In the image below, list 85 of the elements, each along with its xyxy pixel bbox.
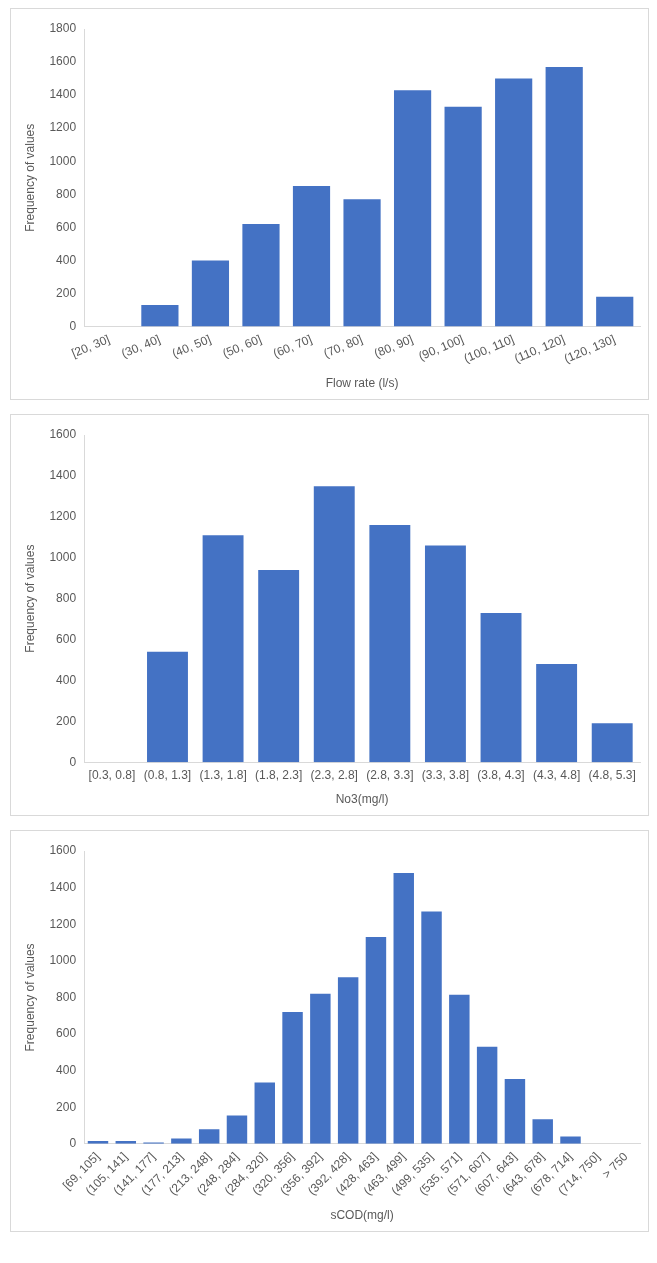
y-tick-label: 400	[56, 1062, 77, 1077]
bar	[171, 1138, 192, 1144]
bar	[282, 1012, 303, 1144]
x-tick-label: (2.3, 2.8]	[310, 767, 358, 782]
y-tick-label: 1400	[49, 879, 77, 894]
y-tick-label: 1600	[49, 54, 77, 69]
y-tick-label: 200	[56, 713, 77, 728]
bar	[292, 186, 331, 327]
y-tick-label: 800	[56, 186, 77, 201]
x-tick-label: (70, 80]	[321, 332, 365, 361]
y-tick-label: 600	[56, 219, 77, 234]
bar	[202, 535, 244, 763]
bar	[310, 993, 331, 1144]
y-tick-label: 0	[69, 1136, 77, 1151]
y-tick-label: 1600	[49, 843, 77, 858]
x-tick-label: (1.8, 2.3]	[254, 767, 303, 782]
y-axis-title: Frequency of values	[22, 123, 37, 232]
x-tick-label: (60, 70]	[270, 332, 314, 361]
y-tick-label: 200	[56, 285, 77, 300]
bar	[545, 67, 583, 327]
bar	[147, 651, 188, 763]
bar	[449, 994, 470, 1144]
y-tick-label: 1600	[49, 427, 77, 442]
y-tick-label: 400	[56, 252, 77, 267]
bar	[424, 545, 466, 763]
y-tick-label: 200	[56, 1099, 77, 1114]
bar	[393, 872, 414, 1144]
x-tick-label: (80, 90]	[372, 332, 416, 361]
bar	[444, 106, 482, 327]
x-tick-label: (2.8, 3.3]	[366, 767, 414, 782]
x-tick-label: (40, 50]	[169, 332, 213, 361]
x-tick-label: (1.3, 1.8]	[199, 767, 247, 782]
bar	[191, 260, 230, 327]
bar	[532, 1119, 553, 1144]
bar	[393, 90, 432, 327]
bar	[343, 199, 381, 327]
x-tick-label: (3.8, 4.3]	[477, 767, 525, 782]
bar	[476, 1046, 498, 1144]
x-axis-title: sCOD(mg/l)	[330, 1208, 394, 1223]
bar	[591, 723, 633, 763]
bar	[421, 911, 442, 1144]
x-tick-label: (4.3, 4.8]	[532, 767, 581, 782]
x-tick-label: (30, 40]	[119, 332, 163, 361]
y-tick-label: 0	[69, 318, 77, 333]
x-tick-label: (50, 60]	[220, 332, 264, 361]
x-tick-label: (4.8, 5.3]	[588, 767, 636, 782]
y-tick-label: 1400	[49, 468, 77, 483]
bar	[254, 1082, 275, 1144]
y-tick-label: 1800	[49, 21, 77, 36]
x-tick-label: [0.3, 0.8]	[88, 767, 136, 782]
bar	[313, 486, 355, 763]
bar	[141, 305, 179, 327]
bar	[504, 1078, 526, 1144]
x-tick-label: (0.8, 1.3]	[143, 767, 192, 782]
bar	[226, 1115, 248, 1144]
x-tick-label: (3.3, 3.8]	[421, 767, 470, 782]
bar	[242, 224, 280, 327]
y-tick-label: 1000	[49, 953, 77, 968]
y-tick-label: 800	[56, 590, 77, 605]
y-tick-label: 600	[56, 631, 77, 646]
bar	[369, 524, 411, 763]
x-tick-label: [20, 30]	[69, 332, 112, 361]
y-tick-label: 600	[56, 1026, 77, 1041]
bar	[480, 612, 522, 763]
y-tick-label: 400	[56, 672, 77, 687]
y-tick-label: 1000	[49, 153, 77, 168]
y-tick-label: 1200	[49, 916, 77, 931]
bar	[596, 296, 634, 327]
y-tick-label: 800	[56, 989, 77, 1004]
bar	[337, 977, 359, 1144]
bar	[495, 78, 533, 327]
y-tick-label: 1400	[49, 87, 77, 102]
y-axis-title: Frequency of values	[22, 544, 37, 653]
y-tick-label: 1000	[49, 550, 77, 565]
x-axis-title: No3(mg/l)	[335, 792, 389, 807]
bar	[536, 664, 578, 763]
x-tick-label: (90, 100]	[416, 332, 466, 364]
y-tick-label: 0	[69, 754, 77, 769]
bar	[365, 937, 387, 1144]
bar	[258, 569, 300, 763]
y-tick-label: 1200	[49, 120, 77, 135]
y-tick-label: 1200	[49, 509, 77, 524]
bar	[198, 1129, 220, 1144]
y-axis-title: Frequency of values	[22, 943, 37, 1052]
x-axis-title: Flow rate (l/s)	[325, 376, 399, 391]
